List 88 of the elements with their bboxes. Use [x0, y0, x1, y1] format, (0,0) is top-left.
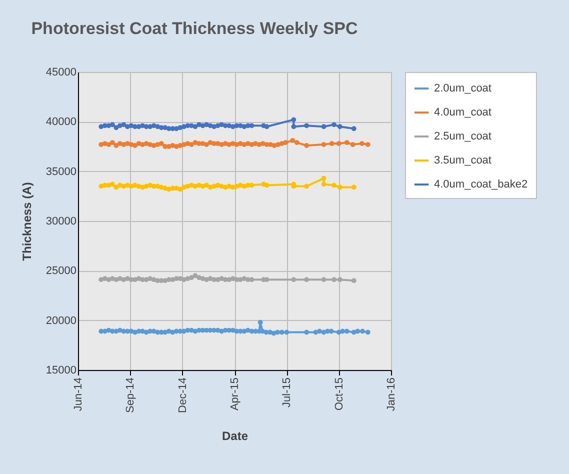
point	[110, 182, 115, 187]
point	[336, 141, 342, 146]
point	[125, 182, 130, 188]
y-tick-label: 20000	[46, 314, 76, 327]
point	[189, 275, 194, 280]
point	[304, 123, 310, 128]
legend-label: 4.0um_coat	[434, 106, 492, 118]
point	[350, 142, 356, 147]
point	[249, 123, 254, 128]
point	[304, 143, 310, 148]
point	[196, 275, 202, 280]
y-tick-label: 40000	[46, 116, 76, 128]
y-axis-title: Thickness (A)	[20, 182, 34, 261]
point	[304, 277, 310, 282]
x-tick-label: Jul-15	[281, 378, 294, 408]
point	[329, 141, 334, 146]
x-tick-label: Oct-15	[333, 378, 346, 411]
x-tick-label: Jan-16	[386, 378, 398, 412]
point	[291, 117, 296, 122]
point	[219, 142, 224, 147]
point	[204, 122, 209, 128]
chart-title: Photoresist Coat Thickness Weekly SPC	[31, 19, 358, 38]
point	[234, 142, 240, 147]
point	[360, 141, 364, 146]
point	[114, 143, 119, 148]
y-tick-label: 35000	[46, 166, 76, 178]
point	[121, 122, 126, 128]
point	[249, 277, 254, 282]
point	[249, 182, 254, 188]
point	[332, 182, 336, 188]
point	[332, 122, 336, 128]
point	[114, 125, 119, 130]
point	[337, 277, 342, 282]
point	[196, 122, 202, 128]
point	[264, 182, 270, 188]
point	[226, 142, 232, 147]
point	[290, 138, 296, 143]
point	[148, 182, 153, 188]
x-axis-title: Date	[222, 428, 248, 443]
point	[158, 141, 164, 146]
point	[148, 142, 153, 147]
point	[344, 140, 350, 145]
y-tick-label: 45000	[46, 66, 76, 78]
legend-label: 3.5um_coat	[434, 154, 492, 166]
point	[204, 142, 209, 147]
point	[294, 140, 300, 145]
y-tick-label: 30000	[46, 216, 76, 228]
point	[106, 142, 112, 147]
point	[110, 122, 115, 128]
point	[337, 184, 342, 190]
x-tick-label: Apr-15	[229, 378, 241, 411]
point	[192, 124, 198, 130]
point	[140, 123, 145, 128]
point	[189, 123, 194, 128]
point	[291, 124, 296, 130]
point	[276, 142, 281, 147]
point	[332, 277, 336, 282]
y-tick-label: 15000	[46, 364, 76, 376]
legend-label: 4.0um_coat_bake2	[434, 178, 528, 190]
point	[351, 278, 356, 284]
point	[321, 277, 326, 282]
point	[170, 143, 176, 148]
point	[98, 142, 104, 147]
point	[291, 277, 296, 282]
legend-label: 2.5um_coat	[434, 130, 492, 142]
x-tick-label: Jun-14	[72, 378, 84, 412]
point	[321, 142, 326, 147]
point	[321, 176, 326, 181]
point	[304, 184, 310, 189]
point	[189, 142, 194, 147]
point	[189, 182, 194, 188]
point	[155, 142, 160, 147]
point	[132, 143, 138, 148]
point	[365, 142, 370, 147]
x-tick-label: Sep-14	[124, 378, 137, 413]
point	[351, 126, 356, 132]
point	[321, 124, 326, 130]
legend-label: 2.0um_coat	[434, 82, 492, 94]
point	[118, 182, 122, 188]
point	[204, 182, 209, 188]
point	[321, 182, 326, 187]
point	[337, 124, 342, 130]
y-tick-label: 25000	[46, 265, 76, 278]
point	[283, 140, 288, 145]
x-tick-label: Dec-14	[176, 378, 189, 413]
point	[264, 124, 270, 130]
point	[110, 140, 115, 145]
point	[351, 184, 356, 190]
